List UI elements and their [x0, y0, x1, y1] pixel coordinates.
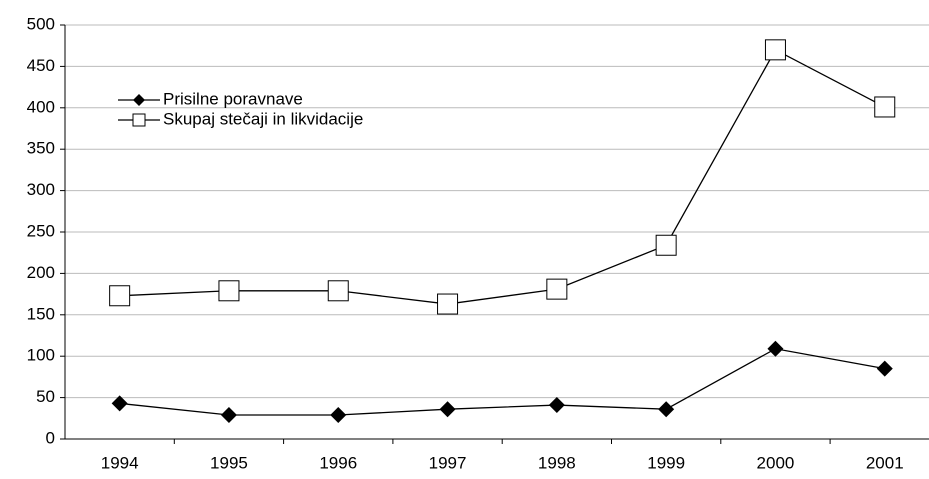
data-point [876, 360, 893, 377]
y-tick-label: 300 [27, 180, 55, 199]
data-point [439, 401, 456, 418]
y-tick-label: 250 [27, 221, 55, 240]
legend-marker [132, 113, 146, 127]
data-point [327, 280, 349, 302]
data-point [548, 397, 565, 414]
data-point [330, 406, 347, 423]
data-point [874, 96, 896, 118]
data-point [767, 340, 784, 357]
data-point [658, 401, 675, 418]
x-tick-label: 1998 [538, 453, 576, 472]
legend-label: Prisilne poravnave [163, 89, 303, 108]
y-tick-label: 450 [27, 56, 55, 75]
y-tick-label: 200 [27, 263, 55, 282]
data-point [437, 293, 459, 315]
y-tick-label: 350 [27, 139, 55, 158]
x-tick-label: 1995 [210, 453, 248, 472]
series-line [119, 48, 886, 305]
y-tick-label: 0 [46, 428, 55, 447]
x-tick-label: 1994 [101, 453, 139, 472]
data-point [109, 285, 131, 307]
data-point [218, 280, 240, 302]
data-point [546, 278, 568, 300]
y-tick-label: 150 [27, 304, 55, 323]
y-tick-label: 50 [36, 387, 55, 406]
data-point [111, 395, 128, 412]
y-tick-label: 500 [27, 14, 55, 33]
x-tick-label: 2001 [866, 453, 904, 472]
series-line [119, 348, 885, 416]
data-point [764, 39, 786, 61]
legend-label: Skupaj stečaji in likvidacije [163, 109, 363, 128]
x-tick-label: 1999 [647, 453, 685, 472]
data-point [220, 406, 237, 423]
y-tick-label: 400 [27, 97, 55, 116]
y-tick-label: 100 [27, 346, 55, 365]
x-tick-label: 2000 [757, 453, 795, 472]
x-tick-label: 1996 [319, 453, 357, 472]
x-tick-label: 1997 [429, 453, 467, 472]
legend-marker [133, 94, 145, 106]
data-point [655, 234, 677, 256]
